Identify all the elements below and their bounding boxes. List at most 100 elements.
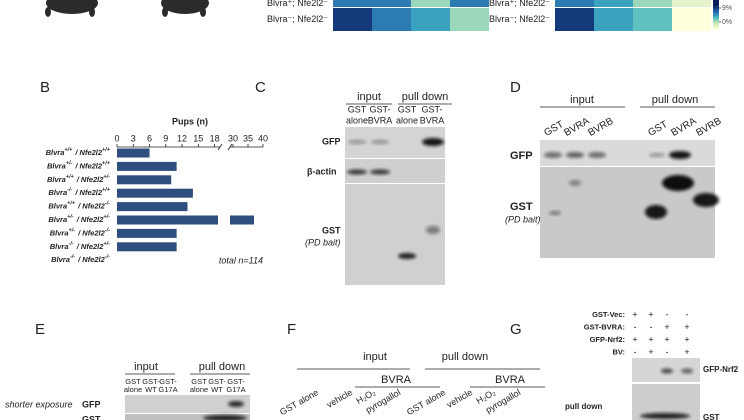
row-label: GFP [322,136,341,146]
colorbar-label: 9% [722,5,732,12]
band [422,138,444,146]
band [228,401,244,407]
label-part: +/+ [102,188,111,194]
group-label: pull down [402,91,448,103]
label-part: / Nfe2l2 [74,148,103,157]
row-note: (PD bait) [305,237,341,247]
sign: + [648,347,653,357]
heat-cell [672,0,711,7]
label-part: Blvra [48,202,67,211]
colorbar-step [713,6,719,9]
x-tick-label: 3 [131,133,136,143]
heat-cell [372,8,411,31]
band [371,140,389,144]
band [640,413,690,419]
category-label: Blvra+/- / Nfe2l2+/- [48,214,110,224]
label-part: +/- [103,174,110,180]
label-part: -/- [105,228,110,234]
x-tick-label: 15 [193,133,203,143]
x-tick-label: 35 [243,133,253,143]
lane-label: GST- [142,377,160,386]
sign: - [666,347,669,357]
label-part: Blvra [47,175,66,184]
category-label: Blvra+/- / Nfe2l2-/- [50,228,110,238]
row-label: Blvra⁻; Nfe2l2⁻ [489,14,550,24]
heat-cell [411,0,450,7]
lane-label: BVRA [368,115,393,125]
colorbar-step [713,14,719,17]
lane-label: BVRA [420,115,445,125]
row-label: Blvra⁻; Nfe2l2⁻ [267,14,328,24]
row-label: GST [322,225,341,235]
label-part: / Nfe2l2 [77,255,106,264]
lane-label: alone [124,385,142,394]
label-part: / Nfe2l2 [77,202,106,211]
panel-label: F [287,321,296,338]
band [569,180,581,186]
heat-cell [450,8,489,31]
category-label: Blvra+/- / Nfe2l2+/+ [47,161,111,171]
lane-label: GST [646,119,669,139]
band [549,211,561,215]
colorbar-step [713,20,719,23]
lane-label: G17A [226,385,245,394]
bar [117,242,177,252]
group-label: pull down [199,361,245,373]
lane-label: GST- [421,104,442,114]
sign: - [634,322,637,332]
bar [117,188,193,198]
label-part: +/+ [64,147,73,153]
x-tick-label: 30 [228,133,238,143]
heat-cell [633,8,672,31]
heat-cell [333,8,372,31]
sign: + [632,334,637,344]
sign: - [686,309,689,319]
lane-label: GST [348,104,367,114]
label-part: -/- [105,255,110,261]
label-part: +/- [66,161,73,167]
sign: + [632,309,637,319]
sign: + [648,309,653,319]
panel-label: D [510,79,521,96]
label-part: Blvra [46,148,65,157]
lane-label: alone [190,385,208,394]
condition-label: GST-Vec: [592,310,625,319]
panel-label: E [35,321,45,338]
label-part: Blvra [51,255,70,264]
row-label: β-actin [307,166,337,176]
label-part: / Nfe2l2 [76,215,105,224]
sign: + [664,334,669,344]
sign: + [684,322,689,332]
band [669,151,691,159]
lane-label: WT [145,385,157,394]
group-label: pull down [652,94,698,106]
lane-label: alone [346,115,368,125]
colorbar-step [713,4,719,7]
heat-cell [672,8,711,31]
label-part: +/- [67,214,74,220]
lane-label: GST- [208,377,226,386]
x-tick-label: 0 [114,133,119,143]
lane-label: WT [211,385,223,394]
colorbar-step [713,10,719,13]
lane-label: GST [191,377,207,386]
bar [230,215,254,225]
colorbar-step [713,8,719,11]
rule [227,143,233,151]
row-label: Blvra⁺; Nfe2l2⁻ [489,0,550,8]
label-part: -/- [69,241,74,247]
treatment-label: BVRA [495,374,526,386]
annotation: total n=114 [219,255,263,265]
lane-label: BVRA [669,116,698,139]
label-part: -/- [105,201,110,207]
mouse-icons [45,0,209,17]
note: shorter exposure [5,399,73,409]
heat-cell [411,8,450,31]
heat-cell [594,0,633,7]
label-part: Blvra [50,242,69,251]
blot-label: GST [703,413,720,420]
label-part: / Nfe2l2 [77,228,106,237]
band [693,193,719,207]
label-part: Blvra [48,188,67,197]
label-part: -/- [70,255,75,261]
